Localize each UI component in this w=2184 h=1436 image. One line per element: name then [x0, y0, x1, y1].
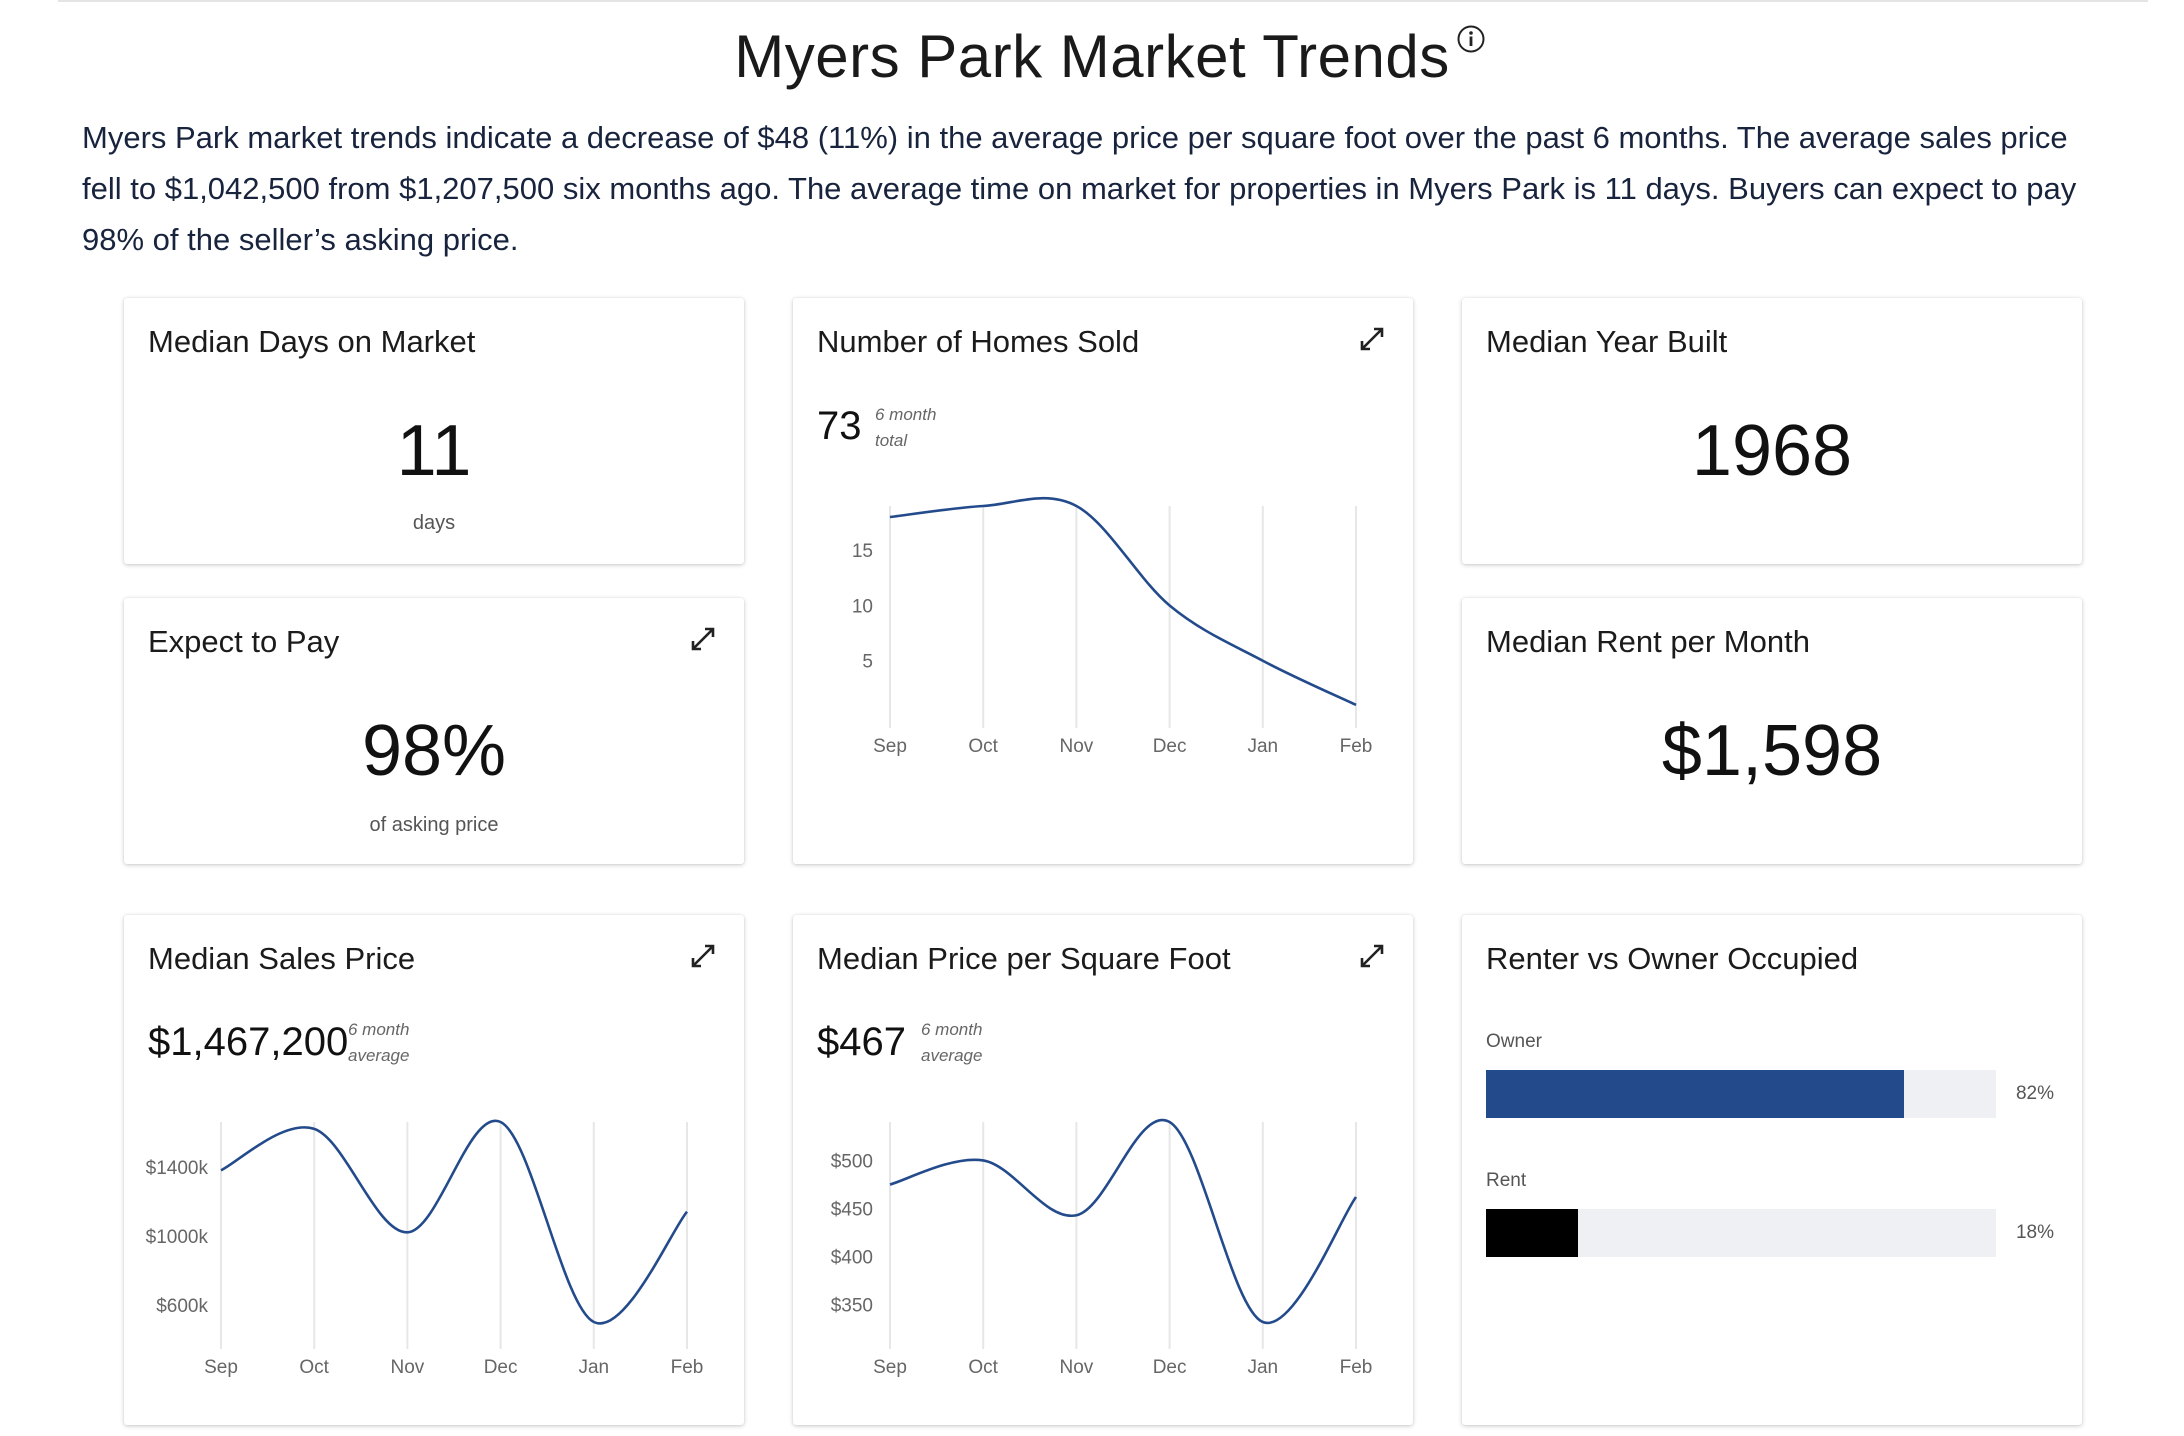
homes-sold-note: 6 month total — [875, 402, 936, 454]
rent-label: Rent — [1486, 1170, 1527, 1191]
x-tick-label: Feb — [671, 1357, 704, 1378]
x-tick-label: Jan — [1247, 1357, 1278, 1378]
owner-label: Owner — [1486, 1031, 1542, 1052]
card-title: Number of Homes Sold — [817, 324, 1140, 359]
series-line — [220, 1119, 689, 1325]
year-built-card: Median Year Built 1968 — [1462, 298, 2082, 564]
expand-icon[interactable] — [690, 943, 716, 969]
y-tick-label: 5 — [862, 652, 873, 673]
page-title-row: Myers Park Market Trends — [0, 22, 2184, 91]
rent-per-month-card: Median Rent per Month $1,598 — [1462, 598, 2082, 864]
note-line: 6 month — [875, 405, 937, 424]
price-per-sqft-note: 6 month average — [921, 1017, 982, 1069]
price-per-sqft-average: $467 — [817, 1020, 906, 1064]
y-tick-label: 15 — [852, 541, 873, 562]
y-tick-label: $350 — [831, 1296, 873, 1317]
y-tick-label: $600k — [156, 1296, 208, 1317]
x-tick-label: Dec — [484, 1357, 518, 1378]
card-title: Renter vs Owner Occupied — [1486, 941, 1859, 976]
x-tick-label: Sep — [204, 1357, 238, 1378]
y-tick-label: $450 — [831, 1200, 873, 1221]
y-tick-label: $1400k — [146, 1158, 209, 1179]
market-summary: Myers Park market trends indicate a decr… — [82, 120, 2077, 257]
note-line: average — [921, 1046, 983, 1065]
expand-icon[interactable] — [690, 626, 716, 652]
expect-to-pay-unit: of asking price — [369, 814, 499, 836]
x-tick-label: Oct — [299, 1357, 329, 1378]
expand-icon[interactable] — [1359, 326, 1385, 352]
expand-icon[interactable] — [1359, 943, 1385, 969]
x-tick-label: Nov — [1060, 1357, 1094, 1378]
owner-percent: 82% — [2015, 1083, 2054, 1104]
x-tick-label: Dec — [1153, 736, 1187, 757]
homes-sold-card: Number of Homes Sold 73 6 month total Se… — [793, 298, 1413, 864]
x-tick-label: Feb — [1340, 736, 1373, 757]
x-tick-label: Sep — [873, 736, 907, 757]
x-tick-label: Jan — [578, 1357, 609, 1378]
top-divider — [58, 0, 2148, 2]
card-title: Median Price per Square Foot — [817, 941, 1231, 976]
price-per-sqft-chart: Sep Oct Nov Dec Jan Feb $500 $450 $400 $350 — [831, 1118, 1373, 1378]
note-line: total — [875, 431, 908, 450]
rent-per-month-value: $1,598 — [1661, 711, 1883, 791]
rent-bar-track — [1486, 1209, 1996, 1257]
homes-sold-total: 73 — [817, 404, 862, 448]
rent-percent: 18% — [2015, 1222, 2054, 1243]
year-built-value: 1968 — [1691, 411, 1853, 491]
expect-to-pay-value: 98% — [361, 711, 507, 791]
note-line: average — [348, 1046, 410, 1065]
x-tick-label: Dec — [1153, 1357, 1187, 1378]
series-line — [889, 496, 1357, 707]
card-title: Median Rent per Month — [1486, 624, 1810, 659]
info-icon[interactable] — [1456, 24, 1486, 54]
sales-price-card: Median Sales Price $1,467,200 6 month av… — [124, 915, 744, 1425]
card-title: Median Days on Market — [148, 324, 476, 359]
owner-bar-track — [1486, 1070, 1996, 1118]
x-tick-label: Jan — [1247, 736, 1278, 757]
card-title: Median Year Built — [1486, 324, 1728, 359]
y-tick-label: $500 — [831, 1151, 873, 1172]
x-tick-label: Sep — [873, 1357, 907, 1378]
x-tick-label: Nov — [391, 1357, 425, 1378]
days-on-market-card: Median Days on Market 11 days — [124, 298, 744, 564]
expect-to-pay-card: Expect to Pay 98% of asking price — [124, 598, 744, 864]
x-tick-label: Oct — [968, 1357, 998, 1378]
days-on-market-value: 11 — [396, 411, 472, 491]
x-tick-label: Feb — [1340, 1357, 1373, 1378]
note-line: 6 month — [921, 1020, 983, 1039]
x-tick-label: Oct — [968, 736, 998, 757]
rent-bar-fill — [1486, 1209, 1578, 1257]
owner-bar-fill — [1486, 1070, 1905, 1118]
y-tick-label: $1000k — [146, 1227, 209, 1248]
renter-vs-owner-card: Renter vs Owner Occupied Owner 82% Rent … — [1462, 915, 2082, 1425]
y-tick-label: 10 — [852, 596, 873, 617]
days-on-market-unit: days — [412, 512, 456, 534]
price-per-sqft-card: Median Price per Square Foot $467 6 mont… — [793, 915, 1413, 1425]
sales-price-chart: Sep Oct Nov Dec Jan Feb $1400k $1000k $600k — [146, 1119, 704, 1378]
card-title: Median Sales Price — [148, 941, 416, 976]
sales-price-average: $1,467,200 — [148, 1020, 349, 1064]
page-title: Myers Park Market Trends — [734, 23, 1450, 90]
series-line — [889, 1118, 1358, 1325]
note-line: 6 month — [348, 1020, 410, 1039]
card-title: Expect to Pay — [148, 624, 340, 659]
sales-price-note: 6 month average — [348, 1017, 409, 1069]
x-tick-label: Nov — [1060, 736, 1094, 757]
y-tick-label: $400 — [831, 1248, 873, 1269]
page-title-wrap: Myers Park Market Trends — [734, 22, 1485, 91]
homes-sold-chart: Sep Oct Nov Dec Jan Feb 15 10 5 — [852, 496, 1373, 757]
